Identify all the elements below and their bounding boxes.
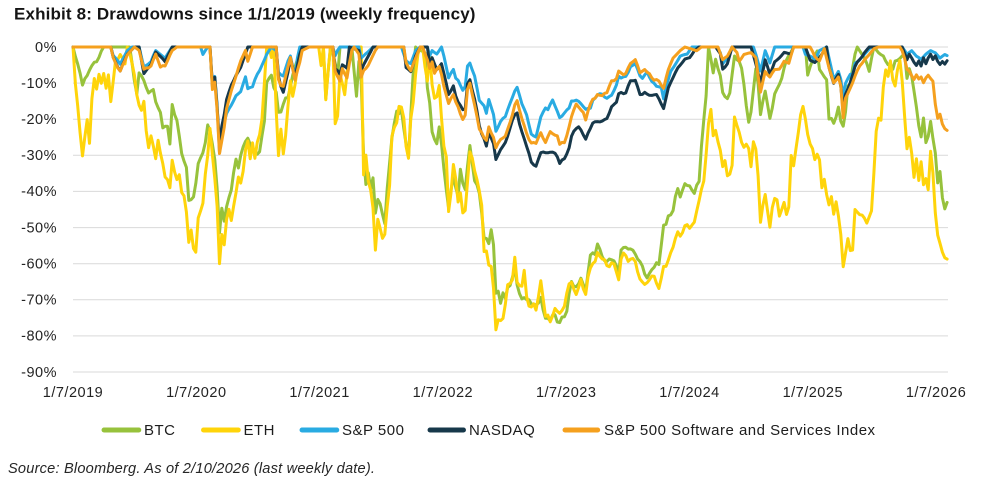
svg-text:BTC: BTC [144, 422, 176, 439]
svg-text:1/7/2020: 1/7/2020 [166, 385, 226, 401]
svg-text:ETH: ETH [244, 422, 276, 439]
svg-text:Source: Bloomberg. As of 2/10/: Source: Bloomberg. As of 2/10/2026 (last… [8, 461, 375, 477]
svg-text:S&P 500: S&P 500 [342, 422, 404, 439]
svg-text:-70%: -70% [21, 293, 57, 309]
svg-text:1/7/2024: 1/7/2024 [659, 385, 719, 401]
svg-text:-90%: -90% [21, 365, 57, 381]
svg-text:1/7/2023: 1/7/2023 [536, 385, 596, 401]
svg-text:1/7/2025: 1/7/2025 [783, 385, 843, 401]
svg-text:-60%: -60% [21, 257, 57, 273]
svg-text:-10%: -10% [21, 76, 57, 92]
svg-text:-50%: -50% [21, 220, 57, 236]
svg-text:1/7/2026: 1/7/2026 [906, 385, 966, 401]
svg-text:-30%: -30% [21, 148, 57, 164]
svg-text:1/7/2022: 1/7/2022 [413, 385, 473, 401]
svg-text:1/7/2019: 1/7/2019 [43, 385, 103, 401]
svg-text:-80%: -80% [21, 329, 57, 345]
svg-text:1/7/2021: 1/7/2021 [289, 385, 349, 401]
svg-text:0%: 0% [35, 40, 57, 56]
svg-text:NASDAQ: NASDAQ [469, 422, 535, 439]
svg-text:Exhibit 8: Drawdowns since 1/1: Exhibit 8: Drawdowns since 1/1/2019 (wee… [14, 5, 476, 24]
svg-text:S&P 500 Software and Services: S&P 500 Software and Services Index [604, 422, 876, 439]
svg-text:-20%: -20% [21, 112, 57, 128]
svg-text:-40%: -40% [21, 184, 57, 200]
